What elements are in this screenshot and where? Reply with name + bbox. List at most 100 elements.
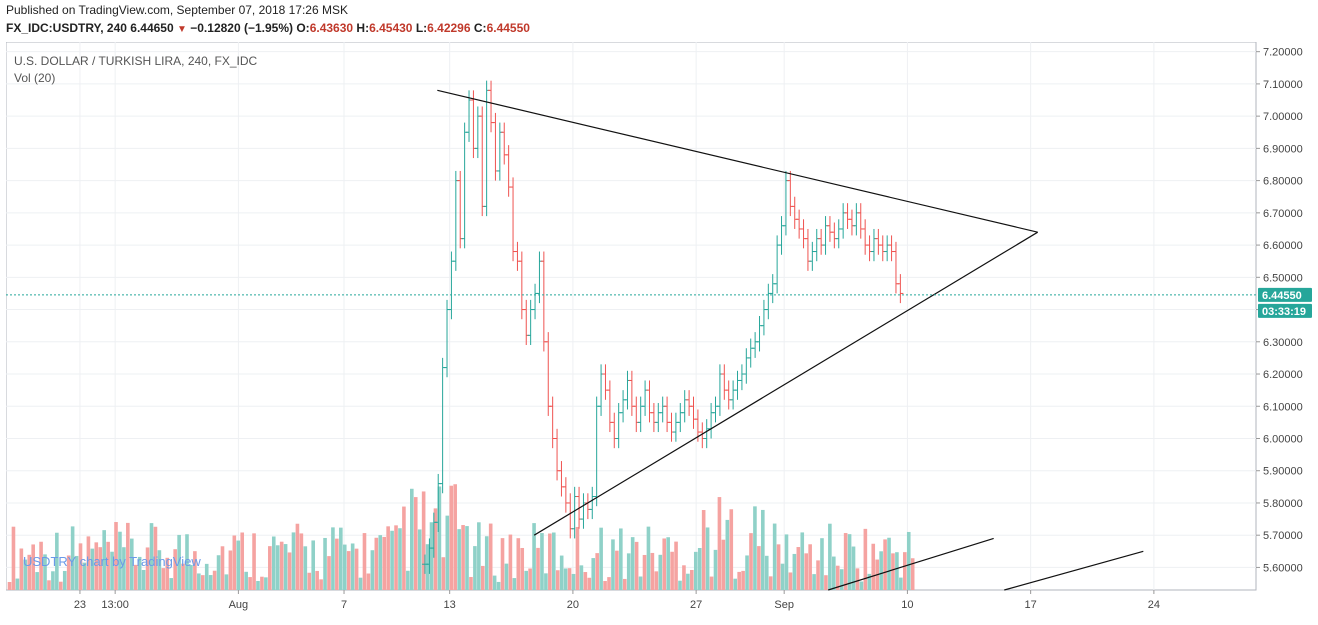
volume-bar bbox=[394, 525, 398, 590]
volume-bar bbox=[630, 537, 635, 590]
volume-bar bbox=[536, 547, 540, 590]
y-tick-label: 6.10000 bbox=[1263, 401, 1303, 413]
volume-bar bbox=[240, 532, 245, 590]
volume-bar bbox=[260, 576, 264, 590]
volume-bar bbox=[583, 572, 588, 590]
volume-bar bbox=[563, 568, 568, 590]
x-tick-label: 17 bbox=[1025, 599, 1037, 611]
volume-bar bbox=[173, 549, 177, 590]
volume-bar bbox=[287, 552, 292, 590]
volume-bar bbox=[812, 574, 816, 590]
volume-bar bbox=[662, 538, 667, 590]
volume-bar bbox=[642, 554, 647, 590]
volume-bar bbox=[603, 581, 607, 590]
volume-bar bbox=[271, 536, 276, 590]
volume-bar bbox=[232, 535, 237, 590]
volume-bar bbox=[354, 548, 359, 590]
close-label: C: bbox=[473, 21, 487, 35]
volume-bar bbox=[126, 522, 130, 590]
volume-bar bbox=[599, 527, 603, 590]
volume-bar bbox=[745, 555, 749, 590]
volume-bar bbox=[488, 523, 493, 590]
volume-bar bbox=[74, 555, 79, 590]
volume-bar bbox=[346, 551, 351, 590]
low-value: 6.42296 bbox=[427, 21, 471, 35]
volume-bar bbox=[469, 576, 473, 590]
volume-bar bbox=[378, 535, 383, 590]
volume-bar bbox=[670, 551, 674, 590]
volume-bar bbox=[863, 528, 868, 590]
volume-bar bbox=[796, 547, 801, 590]
volume-bar bbox=[855, 568, 860, 590]
y-tick-label: 6.20000 bbox=[1263, 369, 1303, 381]
volume-bar bbox=[228, 550, 233, 590]
down-arrow-icon: ▼ bbox=[177, 24, 187, 35]
ohlc-header: FX_IDC:USDTRY, 240 6.44650 ▼ −0.12820 (−… bbox=[6, 21, 530, 35]
volume-bar bbox=[62, 570, 67, 590]
y-tick-label: 7.00000 bbox=[1263, 111, 1303, 123]
trendline[interactable] bbox=[1004, 550, 1144, 591]
volume-bar bbox=[816, 560, 820, 590]
volume-bar bbox=[859, 581, 864, 590]
volume-bar bbox=[410, 488, 414, 590]
price-chart[interactable]: 7.20000 7.10000 7.00000 6.90000 6.80000 6.700… bbox=[5, 41, 1313, 620]
volume-bar bbox=[27, 554, 32, 590]
volume-bar bbox=[883, 539, 887, 590]
volume-bar bbox=[453, 484, 457, 590]
volume-bar bbox=[800, 532, 805, 590]
watermark[interactable]: USDTRY chart by TradingView bbox=[23, 554, 201, 569]
volume-bar bbox=[461, 525, 465, 590]
high-label: H: bbox=[356, 21, 370, 35]
volume-bar bbox=[693, 551, 698, 590]
y-tick-label: 5.60000 bbox=[1263, 562, 1303, 574]
volume-bar bbox=[879, 551, 883, 590]
volume-bar bbox=[153, 526, 158, 590]
volume-bar bbox=[548, 533, 552, 590]
volume-bar bbox=[425, 544, 430, 590]
published-line: Published on TradingView.com, September … bbox=[6, 3, 348, 17]
volume-bar bbox=[741, 570, 745, 590]
volume-bar bbox=[141, 569, 146, 590]
symbol-label[interactable]: FX_IDC:USDTRY, 240 bbox=[6, 21, 127, 35]
volume-bar bbox=[31, 544, 35, 590]
volume-bar bbox=[181, 563, 185, 590]
volume-bar bbox=[579, 565, 584, 590]
chart-container[interactable]: 7.20000 7.10000 7.00000 6.90000 6.80000 6.700… bbox=[5, 41, 1313, 620]
volume-bar bbox=[331, 527, 335, 590]
volume-bar bbox=[23, 559, 28, 590]
volume-bar bbox=[417, 529, 422, 590]
trendline[interactable] bbox=[828, 537, 994, 591]
volume-bar bbox=[544, 573, 548, 590]
volume-bar bbox=[118, 531, 122, 590]
volume-bar bbox=[244, 571, 248, 590]
volume-bar bbox=[749, 533, 753, 590]
volume-bar bbox=[78, 543, 83, 590]
trendline[interactable] bbox=[533, 231, 1038, 536]
volume-bar bbox=[465, 526, 469, 590]
volume-bar bbox=[449, 485, 454, 590]
x-tick-label: 7 bbox=[341, 599, 347, 611]
trendlines[interactable] bbox=[437, 89, 1144, 591]
volume-bar bbox=[110, 551, 114, 590]
high-value: 6.45430 bbox=[369, 21, 413, 35]
x-axis[interactable]: 23 13:00 Aug 7 13 20 27 Sep 10 17 24 bbox=[74, 590, 1160, 611]
volume-bar bbox=[571, 573, 576, 590]
volume-bar bbox=[638, 576, 643, 590]
volume-bar bbox=[441, 557, 446, 590]
volume-bar bbox=[654, 571, 659, 590]
plot-area[interactable] bbox=[5, 41, 1257, 591]
volume-bar bbox=[480, 565, 485, 590]
volume-bar bbox=[477, 522, 481, 590]
volume-bar bbox=[895, 552, 899, 590]
volume-bar bbox=[7, 582, 12, 590]
volume-bar bbox=[717, 497, 722, 590]
volume-bar bbox=[47, 580, 51, 590]
y-tick-label: 6.30000 bbox=[1263, 337, 1303, 349]
volume-bar bbox=[212, 570, 217, 590]
volume-bar bbox=[398, 528, 402, 590]
volume-bar bbox=[157, 550, 162, 590]
y-tick-label: 6.50000 bbox=[1263, 272, 1303, 284]
volume-bar bbox=[291, 532, 296, 590]
trendline[interactable] bbox=[437, 89, 1038, 233]
volume-bar bbox=[114, 522, 118, 590]
